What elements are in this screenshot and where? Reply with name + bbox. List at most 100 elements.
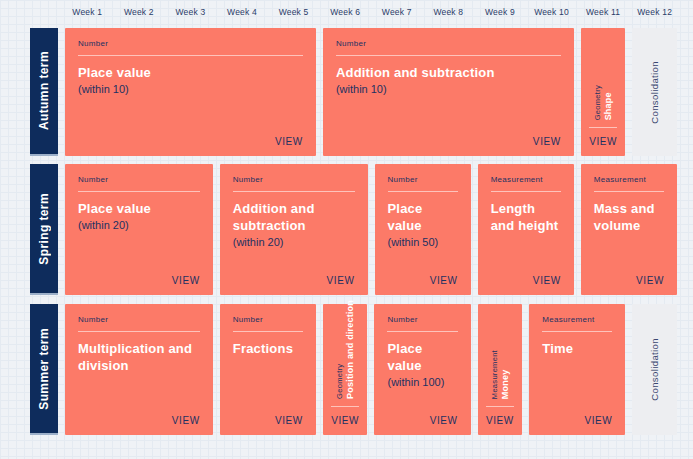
unit-title: Length and height bbox=[478, 192, 574, 235]
unit-title: Fractions bbox=[220, 332, 316, 358]
consolidation-block: Consolidation bbox=[632, 304, 677, 435]
unit-card-time[interactable]: Measurement Time VIEW bbox=[529, 304, 625, 435]
unit-category-label: Number bbox=[220, 304, 316, 324]
unit-card-place-value-within-20[interactable]: Number Place value (within 20) VIEW bbox=[65, 164, 213, 295]
vertical-unit-text: Geometry Position and direction bbox=[334, 300, 356, 399]
unit-title: Place value bbox=[65, 192, 213, 218]
unit-card-fractions[interactable]: Number Fractions VIEW bbox=[220, 304, 316, 435]
unit-title: Shape bbox=[603, 85, 613, 120]
unit-title: Addition and subtraction bbox=[323, 56, 574, 82]
view-link[interactable]: VIEW bbox=[581, 136, 626, 147]
unit-title: Money bbox=[500, 350, 510, 399]
term-row-spring: Spring term Number Place value (within 2… bbox=[30, 164, 677, 295]
unit-category-label: Measurement bbox=[529, 304, 625, 324]
week-header-row: Week 1 Week 2 Week 3 Week 4 Week 5 Week … bbox=[30, 0, 677, 28]
unit-category-label: Measurement bbox=[581, 164, 677, 184]
unit-title: Position and direction bbox=[345, 300, 355, 399]
header-spacer bbox=[30, 0, 58, 28]
unit-subtitle: (within 20) bbox=[220, 235, 368, 248]
unit-category-label: Measurement bbox=[490, 350, 499, 399]
view-link[interactable]: VIEW bbox=[172, 275, 200, 286]
vertical-unit-text: Measurement Money bbox=[489, 350, 511, 399]
unit-subtitle: (within 10) bbox=[65, 82, 316, 95]
category-underline bbox=[589, 127, 618, 128]
week-label-6: Week 6 bbox=[323, 0, 368, 28]
unit-category-label: Number bbox=[220, 164, 368, 184]
unit-category-label: Number bbox=[323, 28, 574, 48]
unit-subtitle: (within 50) bbox=[375, 235, 471, 248]
view-link[interactable]: VIEW bbox=[430, 415, 458, 426]
unit-card-shape[interactable]: Geometry Shape VIEW bbox=[581, 28, 626, 156]
unit-subtitle: (within 20) bbox=[65, 218, 213, 231]
term-row-summer: Summer term Number Multiplication and di… bbox=[30, 304, 677, 435]
term-label-autumn: Autumn term bbox=[30, 28, 58, 156]
consolidation-label: Consolidation bbox=[649, 338, 660, 401]
term-label-spring: Spring term bbox=[30, 164, 58, 295]
unit-card-multiplication-and-division[interactable]: Number Multiplication and division VIEW bbox=[65, 304, 213, 435]
scheme-of-learning-board: Week 1 Week 2 Week 3 Week 4 Week 5 Week … bbox=[30, 0, 677, 443]
unit-card-place-value-within-100[interactable]: Number Place value (within 100) VIEW bbox=[374, 304, 470, 435]
consolidation-label: Consolidation bbox=[649, 61, 660, 124]
autumn-row-grid: Number Place value (within 10) VIEW Numb… bbox=[65, 28, 677, 156]
unit-card-place-value-within-50[interactable]: Number Place value (within 50) VIEW bbox=[375, 164, 471, 295]
consolidation-block: Consolidation bbox=[632, 28, 677, 156]
unit-subtitle: (within 10) bbox=[323, 82, 574, 95]
unit-title: Addition and subtraction bbox=[220, 192, 368, 235]
view-link[interactable]: VIEW bbox=[430, 275, 458, 286]
term-label-text: Autumn term bbox=[37, 51, 51, 130]
unit-category-label: Number bbox=[375, 164, 471, 184]
week-label-3: Week 3 bbox=[168, 0, 213, 28]
unit-title: Place value bbox=[374, 332, 470, 375]
view-link[interactable]: VIEW bbox=[584, 415, 612, 426]
term-label-summer: Summer term bbox=[30, 304, 58, 435]
week-label-11: Week 11 bbox=[581, 0, 626, 28]
unit-title: Mass and volume bbox=[581, 192, 677, 235]
weeks-grid: Week 1 Week 2 Week 3 Week 4 Week 5 Week … bbox=[65, 0, 677, 28]
unit-card-place-value-within-10[interactable]: Number Place value (within 10) VIEW bbox=[65, 28, 316, 156]
unit-category-label: Number bbox=[374, 304, 470, 324]
unit-card-length-and-height[interactable]: Measurement Length and height VIEW bbox=[478, 164, 574, 295]
unit-subtitle: (within 100) bbox=[374, 375, 470, 388]
term-label-text: Spring term bbox=[37, 193, 51, 265]
view-link[interactable]: VIEW bbox=[172, 415, 200, 426]
unit-title: Multiplication and division bbox=[65, 332, 213, 375]
view-link[interactable]: VIEW bbox=[275, 136, 303, 147]
week-label-9: Week 9 bbox=[478, 0, 523, 28]
view-link[interactable]: VIEW bbox=[275, 415, 303, 426]
unit-category-label: Number bbox=[65, 304, 213, 324]
unit-category-label: Number bbox=[65, 28, 316, 48]
view-link[interactable]: VIEW bbox=[533, 275, 561, 286]
unit-card-money[interactable]: Measurement Money VIEW bbox=[478, 304, 523, 435]
unit-card-position-and-direction[interactable]: Geometry Position and direction VIEW bbox=[323, 304, 368, 435]
unit-card-mass-and-volume[interactable]: Measurement Mass and volume VIEW bbox=[581, 164, 677, 295]
week-label-5: Week 5 bbox=[271, 0, 316, 28]
category-underline bbox=[486, 406, 515, 407]
view-link[interactable]: VIEW bbox=[533, 136, 561, 147]
week-label-7: Week 7 bbox=[374, 0, 419, 28]
view-link[interactable]: VIEW bbox=[323, 415, 368, 426]
week-label-8: Week 8 bbox=[426, 0, 471, 28]
view-link[interactable]: VIEW bbox=[327, 275, 355, 286]
week-label-4: Week 4 bbox=[220, 0, 265, 28]
unit-title: Place value bbox=[65, 56, 316, 82]
summer-row-grid: Number Multiplication and division VIEW … bbox=[65, 304, 677, 435]
unit-category-label: Geometry bbox=[335, 300, 344, 399]
unit-category-label: Measurement bbox=[478, 164, 574, 184]
unit-category-label: Number bbox=[65, 164, 213, 184]
unit-title: Time bbox=[529, 332, 625, 358]
category-underline bbox=[331, 406, 360, 407]
unit-card-addition-subtraction-within-20[interactable]: Number Addition and subtraction (within … bbox=[220, 164, 368, 295]
unit-card-addition-subtraction-within-10[interactable]: Number Addition and subtraction (within … bbox=[323, 28, 574, 156]
vertical-unit-text: Geometry Shape bbox=[592, 85, 614, 120]
term-label-text: Summer term bbox=[37, 328, 51, 410]
week-label-12: Week 12 bbox=[632, 0, 677, 28]
view-link[interactable]: VIEW bbox=[478, 415, 523, 426]
term-row-autumn: Autumn term Number Place value (within 1… bbox=[30, 28, 677, 156]
week-label-2: Week 2 bbox=[117, 0, 162, 28]
unit-category-label: Geometry bbox=[593, 85, 602, 120]
week-label-1: Week 1 bbox=[65, 0, 110, 28]
view-link[interactable]: VIEW bbox=[636, 275, 664, 286]
unit-title: Place value bbox=[375, 192, 471, 235]
spring-row-grid: Number Place value (within 20) VIEW Numb… bbox=[65, 164, 677, 295]
week-label-10: Week 10 bbox=[529, 0, 574, 28]
